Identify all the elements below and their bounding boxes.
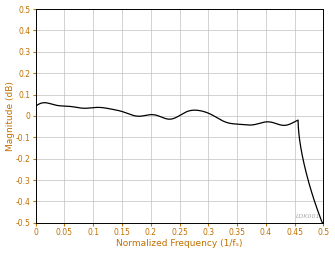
Y-axis label: Magnitude (dB): Magnitude (dB): [6, 81, 14, 151]
X-axis label: Normalized Frequency (1/fₛ): Normalized Frequency (1/fₛ): [116, 240, 243, 248]
Text: LDK001: LDK001: [296, 214, 321, 218]
